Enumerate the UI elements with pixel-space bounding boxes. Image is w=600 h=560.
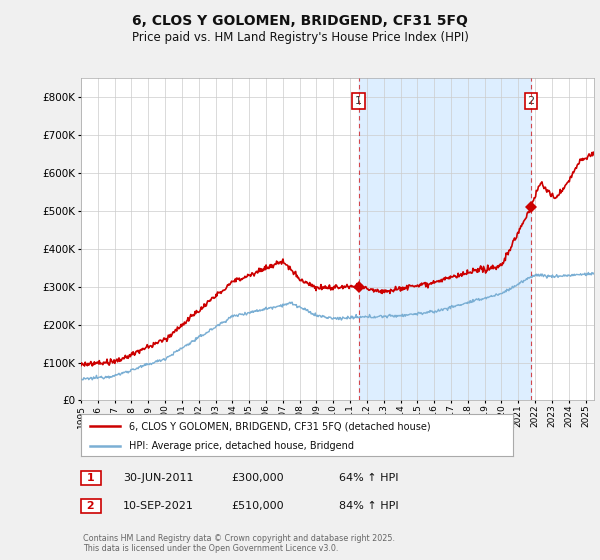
- Bar: [359, 78, 531, 400]
- Text: 2: 2: [527, 96, 535, 106]
- Text: 1: 1: [83, 473, 98, 483]
- Text: £510,000: £510,000: [231, 501, 284, 511]
- Text: 2: 2: [83, 501, 98, 511]
- Text: 6, CLOS Y GOLOMEN, BRIDGEND, CF31 5FQ (detached house): 6, CLOS Y GOLOMEN, BRIDGEND, CF31 5FQ (d…: [128, 421, 430, 431]
- Text: 84% ↑ HPI: 84% ↑ HPI: [339, 501, 398, 511]
- Text: Contains HM Land Registry data © Crown copyright and database right 2025.
This d: Contains HM Land Registry data © Crown c…: [83, 534, 395, 553]
- Text: HPI: Average price, detached house, Bridgend: HPI: Average price, detached house, Brid…: [128, 441, 353, 451]
- Text: 64% ↑ HPI: 64% ↑ HPI: [339, 473, 398, 483]
- Text: Price paid vs. HM Land Registry's House Price Index (HPI): Price paid vs. HM Land Registry's House …: [131, 31, 469, 44]
- Text: 1: 1: [355, 96, 362, 106]
- Text: 10-SEP-2021: 10-SEP-2021: [123, 501, 194, 511]
- Text: 30-JUN-2011: 30-JUN-2011: [123, 473, 193, 483]
- Text: 6, CLOS Y GOLOMEN, BRIDGEND, CF31 5FQ: 6, CLOS Y GOLOMEN, BRIDGEND, CF31 5FQ: [132, 14, 468, 28]
- Text: £300,000: £300,000: [231, 473, 284, 483]
